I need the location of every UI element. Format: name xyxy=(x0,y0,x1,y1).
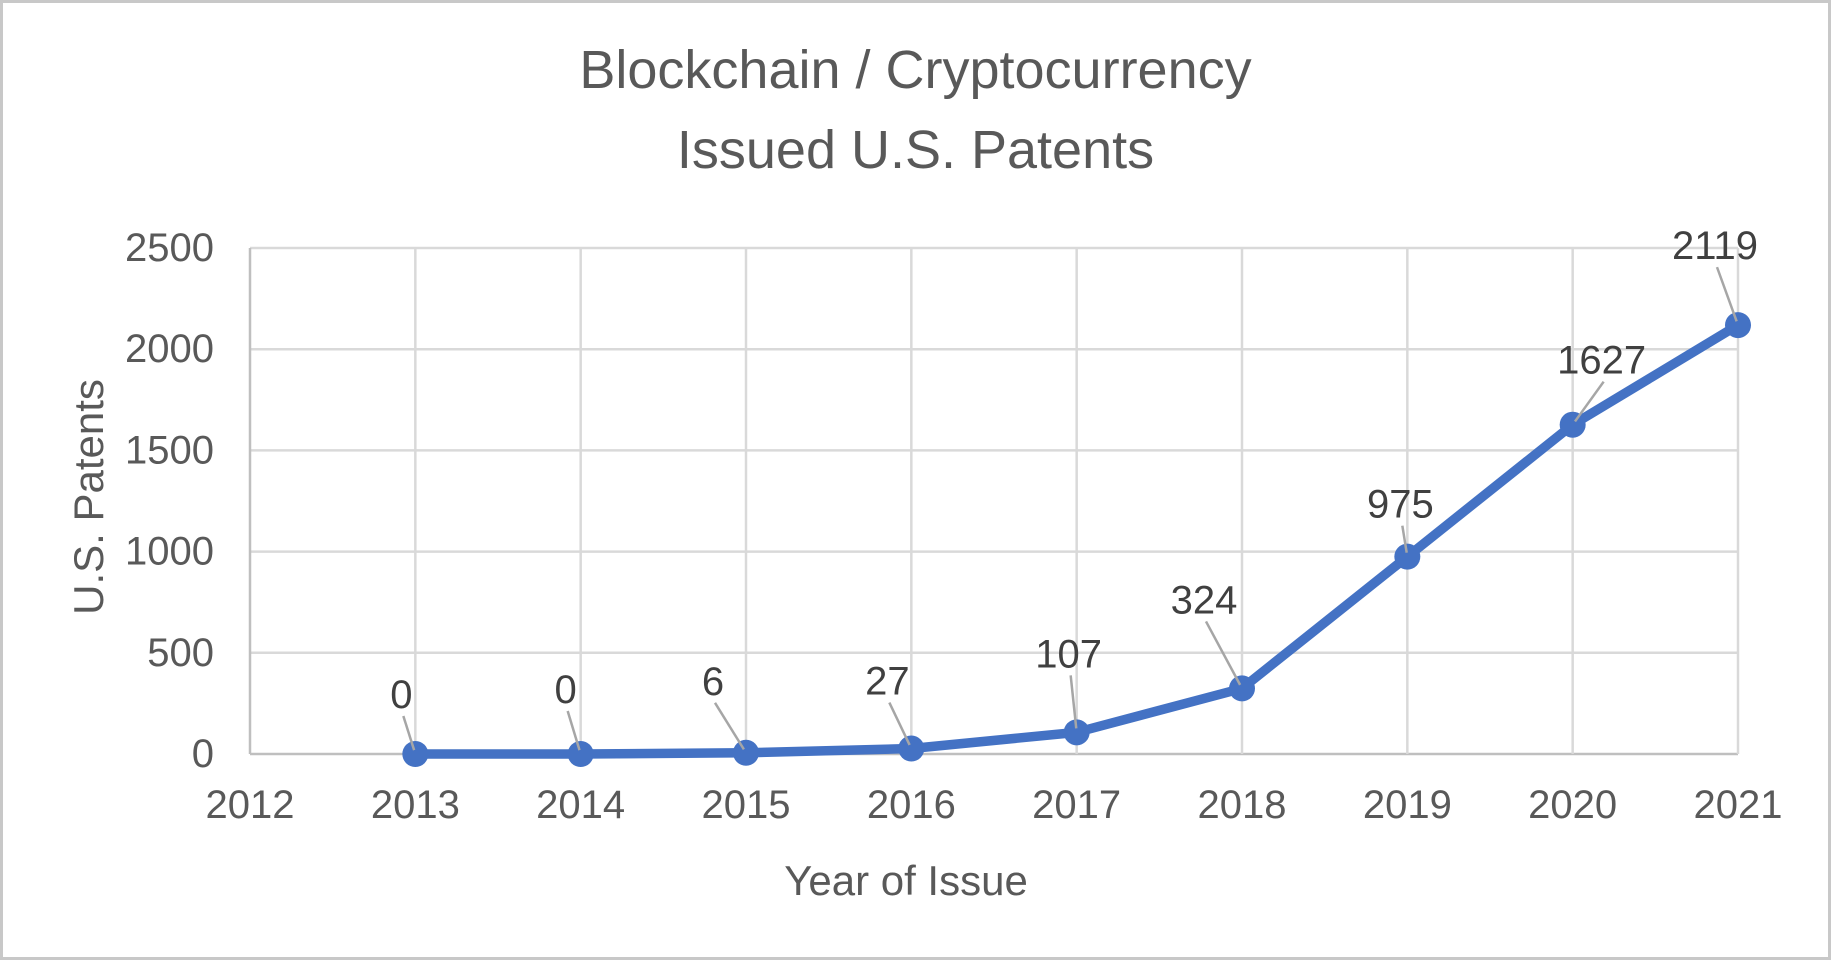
y-tick-label: 1000 xyxy=(125,530,214,574)
data-label: 27 xyxy=(865,660,910,704)
data-label: 324 xyxy=(1171,578,1238,622)
x-tick-label: 2015 xyxy=(702,783,791,827)
x-tick-label: 2020 xyxy=(1528,783,1617,827)
leader-line xyxy=(888,701,911,746)
data-point-marker xyxy=(733,739,759,766)
x-tick-label: 2021 xyxy=(1694,783,1783,827)
leader-line xyxy=(566,710,581,751)
leader-line xyxy=(1401,525,1408,553)
chart-title-line2: Issued U.S. Patents xyxy=(676,120,1155,180)
data-point-marker xyxy=(1559,411,1586,438)
data-label: 0 xyxy=(390,673,412,717)
y-tick-label: 2500 xyxy=(125,226,214,270)
data-point-marker xyxy=(898,735,925,762)
leader-line xyxy=(1069,675,1078,729)
leader-line xyxy=(1573,380,1605,423)
y-tick-label: 1500 xyxy=(125,428,214,472)
chart-title: Blockchain / Cryptocurrency Issued U.S. … xyxy=(0,30,1831,190)
leader-line xyxy=(713,702,745,751)
data-label: 975 xyxy=(1367,483,1434,527)
data-label: 6 xyxy=(702,660,724,704)
data-point-marker xyxy=(402,741,429,767)
x-tick-label: 2012 xyxy=(206,783,295,827)
leader-line xyxy=(402,715,416,751)
data-label: 107 xyxy=(1035,632,1102,676)
data-point-marker xyxy=(1063,719,1090,746)
data-point-marker xyxy=(1394,543,1421,570)
data-point-marker xyxy=(1725,312,1751,339)
data-label: 0 xyxy=(555,668,577,712)
leader-line xyxy=(1715,266,1738,322)
x-tick-label: 2013 xyxy=(371,783,460,827)
y-tick-label: 2000 xyxy=(125,327,214,371)
data-label: 2119 xyxy=(1672,224,1758,268)
data-point-marker xyxy=(567,741,594,767)
data-label: 1627 xyxy=(1557,339,1646,383)
x-tick-label: 2017 xyxy=(1032,783,1121,827)
x-tick-label: 2018 xyxy=(1198,783,1287,827)
x-axis-title: Year of Issue xyxy=(784,857,1028,904)
x-tick-label: 2014 xyxy=(536,783,625,827)
chart-title-line1: Blockchain / Cryptocurrency xyxy=(579,40,1252,100)
leader-line xyxy=(1204,620,1242,686)
y-tick-label: 0 xyxy=(192,732,214,776)
data-point-marker xyxy=(1229,675,1255,702)
x-tick-label: 2019 xyxy=(1363,783,1452,827)
x-tick-label: 2016 xyxy=(867,783,956,827)
y-tick-label: 500 xyxy=(147,631,214,675)
